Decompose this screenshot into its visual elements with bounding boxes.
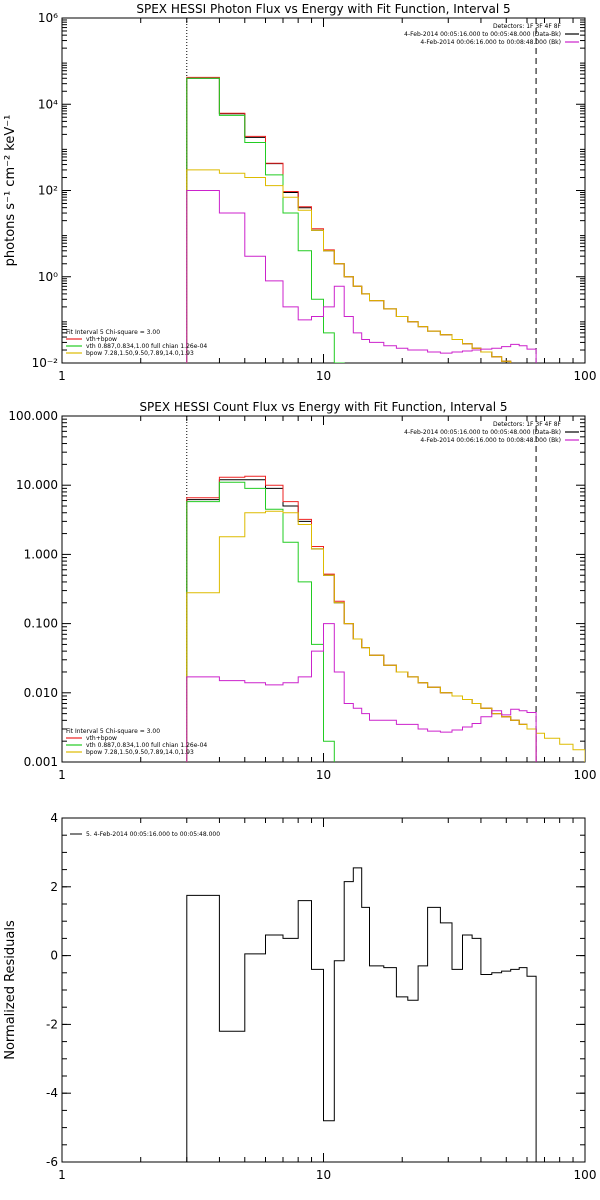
y-tick-label: 4 [50,811,58,825]
series-line-bpow [186,510,585,762]
photon-flux-panel: SPEX HESSI Photon Flux vs Energy with Fi… [3,2,596,383]
y-tick-label: 100.000 [8,409,58,423]
y-tick-label: 10.000 [16,478,58,492]
y-tick-label: -2 [46,1017,58,1031]
plot-area [186,76,537,363]
legend-bottomleft-entry: Fit Interval 5 Chi-square = 3.00 [66,728,160,735]
y-tick-label: 10⁶ [38,11,58,25]
count-flux-panel: SPEX HESSI Count Flux vs Energy with Fit… [8,400,596,782]
chart-title: SPEX HESSI Photon Flux vs Energy with Fi… [136,2,510,16]
legend-bottomleft-entry: Fit Interval 5 Chi-square = 3.00 [66,329,160,336]
y-tick-label: -6 [46,1155,58,1169]
x-tick-label: 100 [574,1168,597,1182]
y-tick-label: 0.100 [24,617,58,631]
y-tick-label: 1.000 [24,547,58,561]
x-tick-label: 1 [58,1168,66,1182]
y-tick-label: 10⁴ [38,97,58,111]
series-line-bkg [186,623,537,762]
y-tick-label: 0 [50,949,58,963]
y-tick-label: 2 [50,880,58,894]
series-line-total [186,475,537,762]
legend-topright-entry: 4-Feb-2014 00:05:16.000 to 00:05:48.000 … [404,31,561,38]
y-tick-label: 0.001 [24,755,58,769]
legend-topright-entry: Detectors: 1F 3F 4F 8F [493,23,562,30]
x-tick-label: 10 [316,369,331,383]
y-tick-label: -4 [46,1086,58,1100]
legend-topright-entry: 4-Feb-2014 00:05:16.000 to 00:05:48.000 … [404,429,561,436]
legend-bottomleft-entry: bpow 7.28,1.50,9.50,7.89,14.0,1.93 [86,749,194,756]
x-tick-label: 1 [58,768,66,782]
legend-bottomleft-entry: vth 0.887,0.834,1.00 full chian 1.26e-04 [86,343,207,350]
legend-bottomleft-entry: vth+bpow [86,336,117,343]
x-tick-label: 1 [58,369,66,383]
y-tick-label: 0.010 [24,686,58,700]
series-line-vth [186,77,345,363]
legend-topright-entry: 4-Feb-2014 00:06:16.000 to 00:08:48.000 … [420,437,561,444]
series-line-vth [186,481,335,762]
x-tick-label: 100 [574,369,597,383]
y-tick-label: 10⁻² [32,356,59,370]
series-line-data [186,867,537,1162]
series-line-data [186,479,537,762]
plot-area [186,475,585,762]
y-axis-label: photons s⁻¹ cm⁻² keV⁻¹ [3,115,18,267]
series-line-bpow [186,169,512,363]
plot-area [186,867,537,1162]
legend-topright-entry: Detectors: 1F 3F 4F 8F [493,421,562,428]
legend-topleft-entry: 5. 4-Feb-2014 00:05:16.000 to 00:05:48.0… [86,831,220,838]
chart-title: SPEX HESSI Count Flux vs Energy with Fit… [139,400,507,414]
y-axis-label: Normalized Residuals [3,920,18,1060]
series-line-bkg [186,190,537,363]
x-tick-label: 10 [316,1168,331,1182]
x-tick-label: 10 [316,768,331,782]
legend-topright-entry: 4-Feb-2014 00:06:16.000 to 00:08:48.000 … [420,39,561,46]
legend-bottomleft-entry: bpow 7.28,1.50,9.50,7.89,14.0,1.93 [86,350,194,357]
legend-bottomleft-entry: vth+bpow [86,735,117,742]
y-tick-label: 10⁰ [38,270,58,284]
y-tick-label: 10² [38,184,58,198]
x-tick-label: 100 [574,768,597,782]
residuals-panel: 1 10 100 -6 -4 -2 0 2 4 Normalized Residuals 5. 4-… [3,811,596,1182]
legend-bottomleft-entry: vth 0.887,0.834,1.00 full chian 1.26e-04 [86,742,207,749]
